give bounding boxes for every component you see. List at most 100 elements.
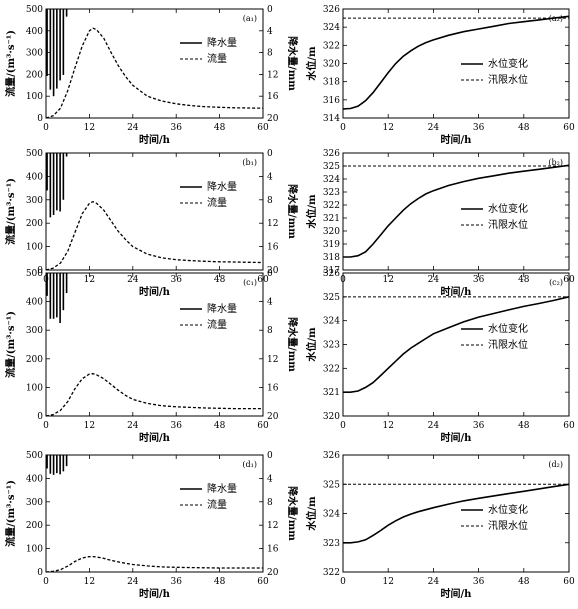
y-tick-label: 100 [26, 92, 43, 102]
y-tick-label: 318 [323, 78, 340, 88]
panel-6: 0 12 24 36 48 60 320 321 322 323 324 325 326 (c₂) 时间/h… [305, 269, 575, 444]
x-tick-label: 36 [473, 275, 485, 285]
y-tick-label: 320 [323, 227, 340, 237]
x-tick-label: 60 [257, 421, 269, 431]
x-tick-label: 36 [473, 421, 485, 431]
y-tick-label: 316 [323, 96, 340, 106]
y-axis-title: 水位/m [305, 327, 318, 363]
y-tick-label: 500 [26, 149, 43, 159]
y-tick-label: 322 [323, 41, 340, 51]
x-tick-label: 60 [563, 421, 575, 431]
y-tick-label: 317 [323, 266, 340, 276]
x-tick-label: 48 [518, 123, 530, 133]
y-tick-label: 314 [323, 114, 340, 124]
x-tick-label: 60 [563, 577, 575, 587]
x-axis-title: 时间/h [139, 587, 171, 600]
y2-axis-title: 降水量/mm [286, 317, 299, 372]
x-axis-title: 时间/h [139, 431, 171, 444]
x-tick-label: 48 [214, 577, 226, 587]
y-tick-label: 321 [323, 214, 340, 224]
y-tick-label: 0 [37, 568, 43, 578]
y-tick-label: 500 [26, 5, 43, 15]
plot-frame [45, 272, 264, 417]
x-tick-label: 0 [43, 577, 49, 587]
y2-tick-label: 16 [267, 243, 279, 253]
legend-label: 水位变化 [488, 202, 528, 215]
rainfall-bar [52, 455, 55, 475]
y-tick-label: 400 [26, 474, 43, 484]
legend-label: 降水量 [207, 302, 237, 315]
y2-axis-title: 降水量/mm [286, 36, 299, 91]
rainfall-bar [56, 455, 58, 474]
y-tick-label: 100 [26, 243, 43, 253]
y-tick-label: 100 [26, 545, 43, 555]
plot-frame [342, 454, 570, 573]
x-tick-label: 60 [257, 123, 269, 133]
y-axis-title: 流量/(m³·s⁻¹) [4, 480, 17, 547]
y2-tick-label: 20 [267, 568, 279, 578]
x-tick-label: 60 [257, 577, 269, 587]
y2-tick-label: 16 [267, 545, 279, 555]
y-tick-label: 321 [323, 388, 340, 398]
y2-tick-label: 12 [267, 521, 278, 531]
y-tick-label: 323 [323, 341, 340, 351]
y2-tick-label: 8 [267, 326, 273, 336]
plot-frame [45, 8, 264, 119]
y2-tick-label: 4 [267, 298, 273, 308]
y-tick-label: 323 [323, 188, 340, 198]
y-tick-label: 400 [26, 298, 43, 308]
y-tick-label: 320 [323, 412, 340, 422]
y2-tick-label: 4 [267, 27, 273, 37]
rainfall-bar [62, 273, 65, 311]
y-tick-label: 300 [26, 326, 43, 336]
y2-tick-label: 0 [267, 451, 273, 461]
rainfall-bar [49, 153, 52, 218]
y-tick-label: 326 [323, 5, 340, 15]
x-tick-label: 36 [473, 577, 485, 587]
y-tick-label: 300 [26, 196, 43, 206]
y2-tick-label: 16 [267, 92, 279, 102]
rainfall-bar [52, 153, 55, 216]
x-tick-label: 36 [170, 577, 182, 587]
x-tick-label: 12 [84, 123, 95, 133]
water-level-series-line [342, 15, 570, 110]
y-tick-label: 0 [37, 114, 43, 124]
water-level-series-line [343, 164, 570, 258]
y-tick-label: 323 [323, 539, 340, 549]
legend-label: 降水量 [207, 482, 237, 495]
y-tick-label: 200 [26, 355, 43, 365]
plot-frame [342, 152, 570, 271]
plot-frame [342, 8, 570, 119]
x-tick-label: 36 [170, 275, 182, 285]
y-axis-title: 流量/(m³·s⁻¹) [4, 178, 17, 245]
x-tick-label: 12 [84, 577, 95, 587]
y-tick-label: 500 [26, 451, 43, 461]
legend-label: 流量 [207, 52, 227, 65]
panel-8: 0 12 24 36 48 60 322 323 324 325 326 (d₂) 时间/h 水位/m 水位… [305, 451, 575, 600]
panel-label: (a₂) [549, 14, 563, 23]
y-tick-label: 200 [26, 219, 43, 229]
x-tick-label: 0 [43, 123, 49, 133]
flow-series-line [45, 373, 263, 417]
x-axis-title: 时间/h [441, 431, 473, 444]
x-tick-label: 24 [127, 275, 139, 285]
x-tick-label: 12 [382, 421, 393, 431]
y2-tick-label: 20 [267, 114, 279, 124]
y2-tick-label: 0 [267, 269, 273, 279]
panel-label: (b₂) [548, 158, 563, 167]
rainfall-bar [59, 455, 61, 475]
y-tick-label: 322 [323, 201, 340, 211]
legend-label: 水位变化 [488, 322, 528, 335]
y-tick-label: 324 [323, 510, 340, 520]
water-level-series-line [343, 483, 570, 544]
y2-tick-label: 8 [267, 498, 273, 508]
rainfall-bar [59, 9, 61, 81]
